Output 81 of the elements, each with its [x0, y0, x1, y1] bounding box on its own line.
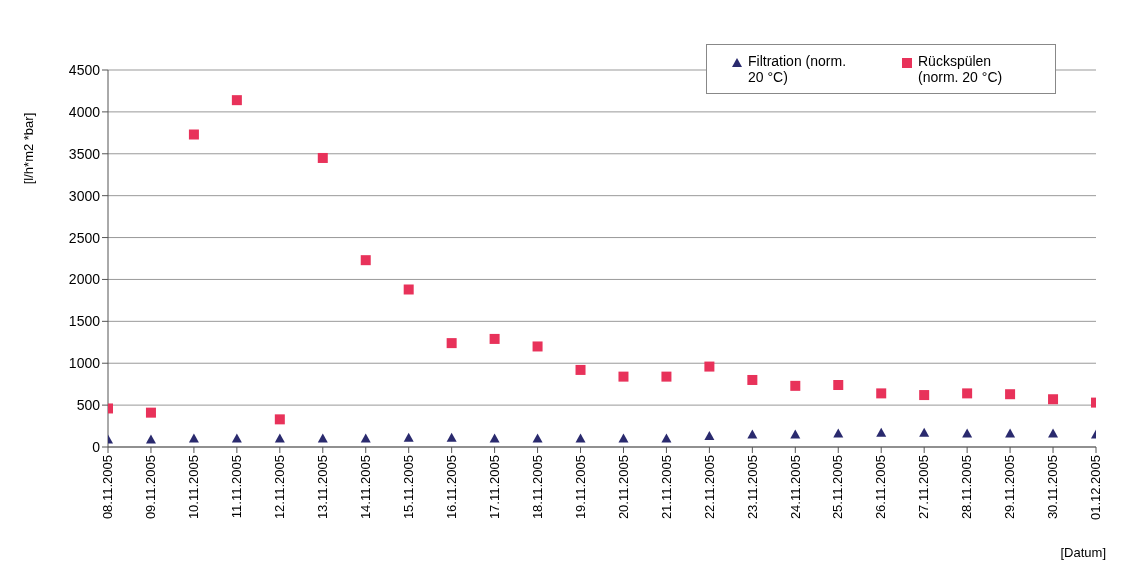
- point: [876, 427, 887, 437]
- x-axis-title: [Datum]: [1060, 545, 1106, 560]
- point: [489, 333, 500, 344]
- y-tick-label: 1000: [68, 355, 101, 372]
- y-tick-label: 4000: [68, 103, 101, 120]
- point: [403, 284, 414, 295]
- point: [833, 428, 844, 438]
- point: [962, 428, 973, 438]
- x-tick-label: 20.11.2005: [615, 455, 631, 520]
- point: [790, 380, 801, 391]
- point: [274, 414, 285, 425]
- x-tick-label: 18.11.2005: [529, 455, 545, 520]
- point: [532, 341, 543, 352]
- point: [360, 255, 371, 266]
- y-tick-label: 3000: [68, 187, 101, 204]
- point: [661, 433, 672, 443]
- point: [532, 433, 543, 443]
- x-tick-label: 13.11.2005: [315, 455, 331, 520]
- x-tick-label: 15.11.2005: [400, 455, 416, 520]
- y-tick-label: 500: [76, 397, 101, 414]
- point: [661, 371, 672, 382]
- point: [962, 388, 973, 399]
- point: [790, 429, 801, 439]
- x-tick-label: 01.12.2005: [1088, 455, 1104, 521]
- point: [704, 431, 715, 441]
- x-tick-label: 27.11.2005: [916, 455, 932, 520]
- point: [145, 407, 156, 418]
- point: [317, 433, 328, 443]
- point: [1005, 428, 1016, 438]
- y-tick-label: 0: [92, 438, 101, 455]
- point: [1005, 389, 1016, 400]
- point: [446, 338, 457, 349]
- x-tick-label: 09.11.2005: [143, 455, 159, 520]
- point: [1048, 394, 1059, 405]
- point: [747, 374, 758, 385]
- point: [188, 129, 199, 140]
- point: [833, 380, 844, 390]
- x-tick-label: 21.11.2005: [658, 455, 674, 520]
- x-tick-label: 28.11.2005: [959, 455, 975, 520]
- y-axis-title: [l/h*m2 *bar]: [20, 112, 36, 185]
- x-tick-label: 12.11.2005: [272, 455, 288, 520]
- point: [618, 433, 629, 443]
- point: [188, 433, 199, 443]
- x-tick-label: 26.11.2005: [873, 455, 889, 520]
- x-tick-label: 11.11.2005: [229, 455, 245, 519]
- y-tick-label: 2500: [68, 229, 101, 246]
- point: [575, 364, 586, 375]
- x-tick-label: 24.11.2005: [787, 455, 803, 520]
- point: [360, 433, 371, 443]
- y-tick-label: 2000: [68, 271, 101, 288]
- legend-label: Filtration (norm. 20 °C): [748, 53, 848, 85]
- point: [618, 371, 629, 382]
- point: [575, 433, 586, 443]
- y-tick-label: 3500: [68, 145, 101, 162]
- x-tick-label: 30.11.2005: [1045, 455, 1061, 520]
- point: [231, 95, 242, 106]
- point: [317, 152, 328, 163]
- x-tick-label: 19.11.2005: [572, 455, 588, 520]
- point: [704, 361, 715, 372]
- point: [489, 433, 500, 443]
- point: [231, 433, 242, 443]
- x-tick-label: 16.11.2005: [443, 455, 459, 520]
- x-tick-label: 08.11.2005: [100, 455, 116, 520]
- x-tick-label: 22.11.2005: [701, 455, 717, 520]
- point: [876, 388, 887, 399]
- point: [145, 434, 156, 444]
- y-tick-label: 1500: [68, 313, 101, 330]
- x-tick-label: 17.11.2005: [486, 455, 502, 520]
- point: [274, 433, 285, 443]
- x-tick-label: 10.11.2005: [186, 455, 202, 520]
- x-tick-label: 14.11.2005: [357, 455, 373, 520]
- x-tick-label: 29.11.2005: [1002, 455, 1018, 520]
- point: [1048, 428, 1059, 438]
- legend-label: Rückspülen (norm. 20 °C): [918, 53, 1004, 85]
- point: [446, 432, 457, 442]
- point: [919, 390, 930, 401]
- point: [919, 427, 930, 437]
- x-tick-label: 23.11.2005: [744, 455, 760, 520]
- point: [403, 432, 414, 442]
- x-tick-label: 25.11.2005: [830, 455, 846, 520]
- y-tick-label: 4500: [68, 61, 101, 78]
